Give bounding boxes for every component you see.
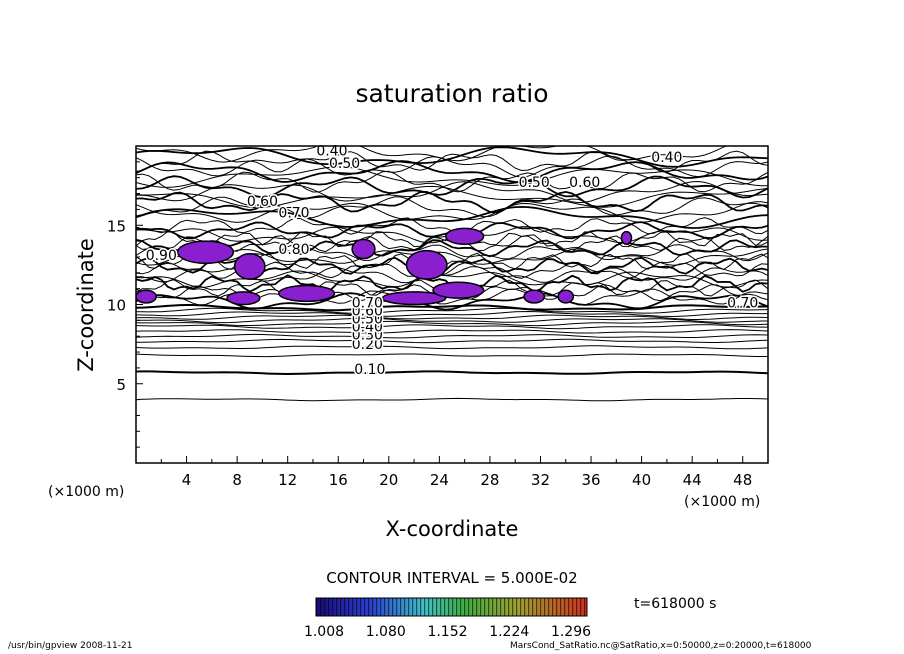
contour-label: 0.40: [651, 150, 682, 166]
plot-frame: [135, 145, 769, 464]
supersaturated-region: [226, 291, 261, 306]
footer-left: /usr/bin/gpview 2008-11-21: [8, 641, 133, 651]
x-tick-label: 12: [278, 471, 297, 489]
contour-line: [136, 170, 768, 193]
contour-line: [136, 160, 768, 183]
contour-line: [136, 353, 768, 358]
y-axis-ticks: 5 10 15: [107, 161, 143, 448]
x-tick-label: 36: [581, 471, 600, 489]
x-unit-left: (×1000 m): [48, 484, 124, 500]
contour-label: 0.80: [278, 242, 309, 258]
contour-line: [136, 180, 768, 204]
y-axis-label: Z-coordinate: [74, 238, 98, 372]
chart-title: saturation ratio: [355, 79, 548, 108]
contour-label: 0.40: [352, 319, 383, 335]
contour-line: [136, 146, 768, 163]
x-tick-label: 28: [480, 471, 499, 489]
contour-label: 0.60: [569, 175, 600, 191]
supersaturated-region: [444, 227, 485, 246]
contour-line: [136, 333, 768, 339]
supersaturated-region: [432, 281, 485, 299]
supersaturated-region: [278, 284, 336, 303]
x-tick-label: 4: [182, 471, 192, 489]
y-tick-label: 5: [116, 376, 126, 394]
contour-label: 0.50: [329, 156, 360, 172]
contour-label: 0.70: [278, 205, 309, 221]
x-tick-label: 8: [232, 471, 242, 489]
contour-line: [136, 370, 768, 376]
contour-label: 0.70: [352, 296, 383, 312]
supersaturated-region: [523, 289, 546, 304]
contour-label: 0.90: [146, 248, 177, 264]
contour-line: [136, 205, 768, 229]
supersaturated-region: [351, 238, 376, 260]
supersaturated-region: [405, 249, 448, 280]
contour-label: 0.50: [352, 312, 383, 328]
contour-line: [136, 201, 768, 223]
colorbar-tick-label: 1.224: [489, 624, 529, 640]
contour-label: 0.30: [352, 327, 383, 343]
x-unit-right: (×1000 m): [684, 494, 760, 510]
contour-line: [136, 345, 768, 350]
contour-line: [136, 270, 768, 288]
contour-label: 0.60: [352, 304, 383, 320]
contour-line: [136, 329, 768, 334]
contour-line: [136, 185, 768, 209]
contour-line: [136, 304, 768, 312]
x-tick-label: 16: [329, 471, 348, 489]
colorbar-tick-label: 1.080: [366, 624, 406, 640]
supersaturated-region: [620, 230, 633, 246]
contour-line: [136, 314, 768, 320]
contour-line: [136, 190, 768, 214]
supersaturated-region: [381, 291, 447, 306]
x-axis-label: X-coordinate: [386, 517, 519, 541]
contour-labels: 0.400.500.600.700.800.900.100.200.300.40…: [144, 142, 760, 380]
supersaturation-regions: [136, 227, 633, 306]
contour-line: [136, 155, 768, 178]
y-tick-label: 10: [107, 297, 126, 315]
supersaturated-region: [136, 289, 157, 304]
contour-label: 0.70: [727, 296, 758, 312]
plot-area: 0.400.500.600.700.800.900.100.200.300.40…: [135, 142, 769, 464]
x-tick-label: 32: [531, 471, 550, 489]
contour-lines: [136, 146, 768, 402]
x-tick-label: 20: [379, 471, 398, 489]
contour-label: 0.20: [352, 337, 383, 353]
colorbar: [315, 597, 588, 617]
contour-line: [136, 292, 768, 311]
contour-line: [136, 320, 768, 327]
contour-label: 0.50: [519, 175, 550, 191]
colorbar-tick-label: 1.152: [427, 624, 467, 640]
contour-line: [136, 317, 768, 324]
contour-label: 0.10: [354, 362, 385, 378]
y-tick-label: 15: [107, 217, 126, 235]
footer-right: MarsCond_SatRatio.nc@SatRatio,x=0:50000,…: [510, 641, 812, 651]
supersaturated-region: [557, 289, 575, 304]
contour-line: [136, 146, 768, 168]
x-tick-label: 40: [632, 471, 651, 489]
contour-line: [136, 307, 768, 315]
time-label: t=618000 s: [634, 596, 716, 612]
x-tick-label: 48: [733, 471, 752, 489]
x-tick-label: 44: [683, 471, 702, 489]
contour-line: [136, 324, 768, 330]
contour-label: 0.40: [316, 144, 347, 160]
contour-line: [136, 196, 768, 219]
colorbar-tick-label: 1.008: [304, 624, 344, 640]
contour-line: [136, 338, 768, 344]
contour-line: [136, 397, 768, 402]
contour-label: 0.60: [247, 194, 278, 210]
contour-line: [136, 310, 768, 318]
x-tick-label: 24: [430, 471, 449, 489]
x-axis-ticks: 4 8 12 16 20 24 28 32 36 40 44 48: [160, 456, 752, 489]
contour-line: [136, 150, 768, 173]
colorbar-tick-labels: 1.008 1.080 1.152 1.224 1.296: [304, 624, 591, 640]
contour-line: [136, 248, 768, 266]
supersaturated-region: [233, 253, 266, 280]
colorbar-tick-label: 1.296: [551, 624, 591, 640]
contour-interval: CONTOUR INTERVAL = 5.000E-02: [326, 569, 577, 587]
supersaturated-region: [176, 240, 235, 265]
contour-line: [136, 238, 768, 258]
